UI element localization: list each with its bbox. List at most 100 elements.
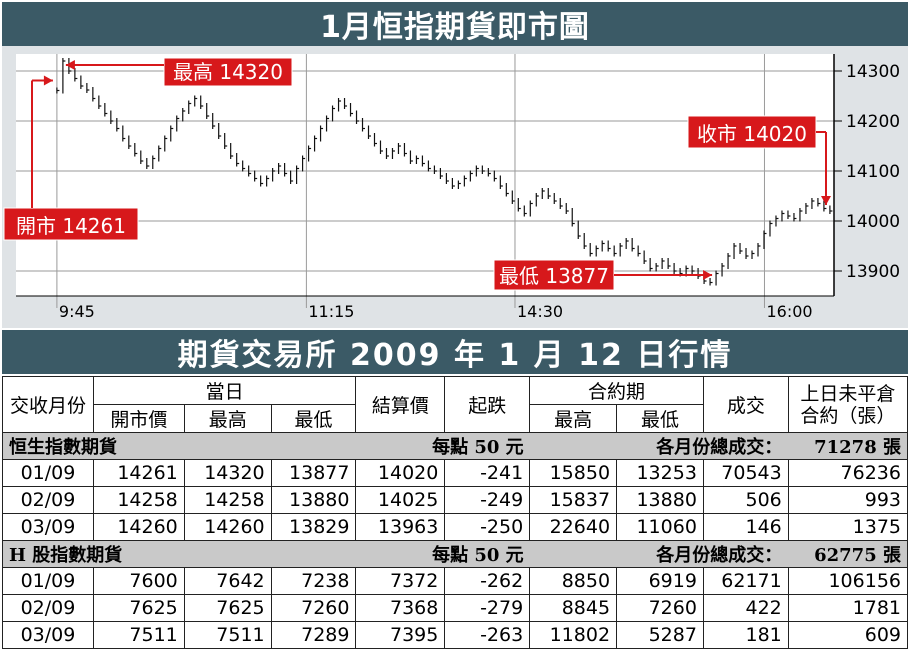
table-cell: 01/09 [2, 567, 94, 595]
table-cell: 7625 [183, 594, 272, 622]
table-cell: 13253 [616, 459, 704, 487]
y-tick-label: 14100 [846, 162, 900, 182]
table-row: 02/09 7625 7625 7260 7368 -279 8845 7260 422 1781 [2, 594, 909, 622]
group-unit: 每點 50 元 [271, 432, 530, 460]
table-cell: 76236 [787, 459, 909, 487]
y-tick-label: 13900 [846, 262, 900, 282]
table-cell: 14258 [92, 486, 185, 514]
table-cell: 7368 [355, 594, 446, 622]
x-tick-label: 16:00 [766, 302, 812, 321]
table-cell: 15850 [529, 459, 618, 487]
table-cell: -263 [444, 621, 531, 649]
table-cell: 8850 [529, 567, 618, 595]
table-cell: 13829 [270, 513, 357, 541]
close-annotation-box [687, 115, 817, 149]
table-cell: 14260 [183, 513, 272, 541]
table-cell: 14320 [183, 459, 272, 487]
open-annotation-box [3, 207, 139, 241]
header-oi-line1: 上日未平倉 [800, 382, 896, 405]
chart-area: 14300 14200 14100 14000 13900 9:45 11:15 14:30 1… [2, 46, 908, 328]
table-cell: 5287 [616, 621, 704, 649]
group-unit: 每點 50 元 [271, 540, 530, 568]
header-volume: 成交 [702, 376, 789, 433]
header-contract-low: 最低 [616, 404, 704, 433]
table-cell: 7511 [183, 621, 272, 649]
high-arrowhead [65, 60, 75, 70]
table-cell: 7600 [92, 567, 185, 595]
table-cell: 02/09 [2, 486, 94, 514]
group-name: 恒生指數期貨 [2, 432, 272, 460]
group-row: 恒生指數期貨 每點 50 元各月份總成交： 71278 張 [2, 432, 909, 460]
table-cell: 13963 [355, 513, 446, 541]
table-cell: 03/09 [2, 621, 94, 649]
table-cell: -241 [444, 459, 531, 487]
low-arrowhead [703, 270, 713, 280]
header-settle: 結算價 [355, 376, 446, 433]
table-cell: 993 [787, 486, 909, 514]
table-cell: 7395 [355, 621, 446, 649]
table-cell: 11060 [616, 513, 704, 541]
x-tick-label: 14:30 [517, 302, 563, 321]
header-today: 當日 [92, 376, 357, 405]
table-cell: 7260 [270, 594, 357, 622]
header-open: 開市價 [92, 404, 185, 433]
table-cell: 7625 [92, 594, 185, 622]
group-total-label: 各月份總成交： [529, 540, 789, 568]
table-cell: 14025 [355, 486, 446, 514]
table-cell: 02/09 [2, 594, 94, 622]
table-cell: 11802 [529, 621, 618, 649]
header-high: 最高 [183, 404, 272, 433]
table-cell: 22640 [529, 513, 618, 541]
header-oi-line2: 合約（張） [800, 404, 896, 427]
intraday-chart: 14300 14200 14100 14000 13900 9:45 11:15 14:30 1… [3, 54, 900, 321]
table-cell: 7289 [270, 621, 357, 649]
table-cell: 14261 [92, 459, 185, 487]
table-row: 02/09 14258 14258 13880 14025 -249 15837 13880 5… [2, 486, 909, 514]
group-total: 71278 張 [788, 432, 909, 460]
table-cell: 7511 [92, 621, 185, 649]
group-name: H 股指數期貨 [2, 540, 272, 568]
table-cell: 506 [702, 486, 789, 514]
table-body: 恒生指數期貨 每點 50 元各月份總成交： 71278 張 01/09 14261 143… [2, 432, 909, 649]
table-cell: 03/09 [2, 513, 94, 541]
section-title: 期貨交易所 2009 年 1 月 12 日行情 [2, 330, 908, 374]
header-open-interest: 上日未平倉 合約（張） [787, 376, 909, 433]
y-tick-label: 14300 [846, 62, 900, 82]
table-cell: 7238 [270, 567, 357, 595]
open-annotation-label: 開市 14261 [16, 214, 126, 238]
header-contract-high: 最高 [529, 404, 618, 433]
header-month: 交收月份 [2, 376, 94, 433]
table-cell: 6919 [616, 567, 704, 595]
close-annotation-label: 收市 14020 [697, 122, 807, 146]
x-tick-label: 11:15 [308, 302, 354, 321]
group-row: H 股指數期貨 每點 50 元各月份總成交： 62775 張 [2, 540, 909, 568]
table-row: 03/09 14260 14260 13829 13963 -250 22640 11060 1… [2, 513, 909, 541]
table-cell: 7642 [183, 567, 272, 595]
table-cell: -249 [444, 486, 531, 514]
header-change: 起跌 [444, 376, 531, 433]
table-cell: 106156 [787, 567, 909, 595]
table-cell: 7372 [355, 567, 446, 595]
table-cell: 14020 [355, 459, 446, 487]
table-cell: 14260 [92, 513, 185, 541]
table-cell: 70543 [702, 459, 789, 487]
table-cell: -262 [444, 567, 531, 595]
low-annotation-box [493, 259, 615, 291]
table-cell: 01/09 [2, 459, 94, 487]
table-cell: 1375 [787, 513, 909, 541]
close-arrowhead [821, 196, 831, 205]
y-tick-label: 14200 [846, 112, 900, 132]
table-cell: -250 [444, 513, 531, 541]
header-contract: 合約期 [529, 376, 704, 405]
table-header-row-1: 交收月份 當日 結算價 起跌 合約期 成交 上日未平倉 合約（張） [2, 376, 909, 433]
table-cell: 13880 [270, 486, 357, 514]
plot-background [16, 54, 834, 296]
chart-title: 1月恒指期貨即市圖 [2, 2, 908, 46]
table-cell: 422 [702, 594, 789, 622]
table-cell: 181 [702, 621, 789, 649]
group-total: 62775 張 [788, 540, 909, 568]
table-cell: -279 [444, 594, 531, 622]
table-cell: 7260 [616, 594, 704, 622]
table-cell: 609 [787, 621, 909, 649]
